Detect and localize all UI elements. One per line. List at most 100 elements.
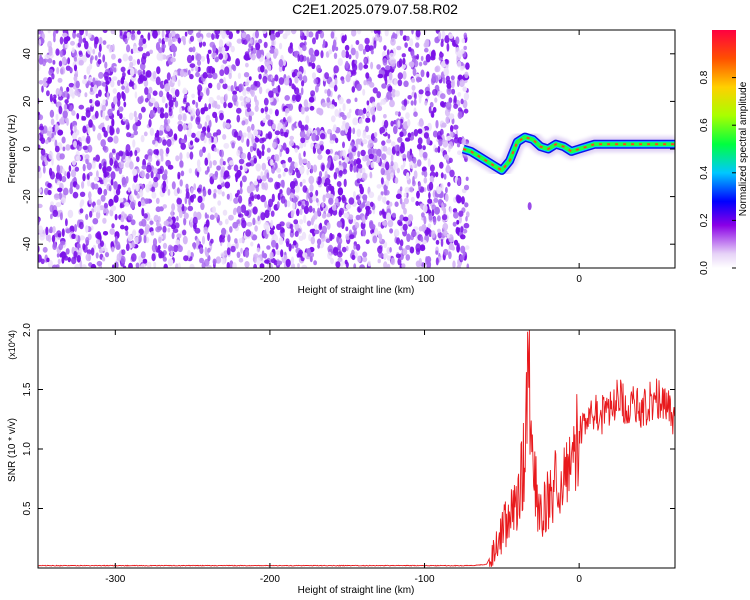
noise-speckle — [182, 229, 187, 236]
noise-speckle — [70, 40, 75, 46]
noise-speckle — [238, 195, 243, 204]
noise-speckle — [286, 200, 291, 208]
noise-speckle — [246, 221, 253, 227]
carrier-track — [460, 129, 675, 211]
noise-speckle — [150, 171, 154, 179]
noise-speckle — [258, 86, 263, 95]
noise-speckle — [148, 119, 152, 128]
noise-speckle — [372, 87, 378, 94]
noise-speckle — [120, 211, 126, 220]
noise-speckle — [141, 164, 147, 170]
noise-speckle — [320, 133, 326, 140]
noise-speckle — [414, 92, 417, 100]
noise-speckle — [85, 225, 89, 233]
noise-speckle — [89, 76, 93, 82]
noise-speckle — [343, 212, 349, 219]
noise-speckle — [65, 218, 68, 227]
noise-speckle — [333, 52, 338, 59]
noise-speckle — [153, 176, 159, 183]
noise-speckle — [458, 215, 462, 224]
noise-speckle — [319, 30, 325, 39]
noise-speckle — [358, 43, 364, 52]
noise-speckle — [356, 172, 362, 180]
noise-speckle — [49, 109, 55, 118]
noise-speckle — [112, 76, 118, 81]
noise-speckle — [349, 108, 352, 114]
noise-speckle — [291, 193, 295, 199]
noise-speckle — [127, 213, 133, 221]
noise-speckle — [337, 58, 343, 66]
noise-speckle — [312, 37, 316, 45]
noise-speckle — [139, 188, 144, 198]
noise-speckle — [325, 192, 331, 199]
noise-speckle — [93, 84, 98, 93]
noise-speckle — [338, 96, 344, 105]
noise-speckle — [315, 31, 319, 40]
noise-speckle — [423, 177, 428, 184]
noise-speckle — [138, 112, 143, 121]
noise-speckle — [207, 49, 212, 54]
x-tick-label: -100 — [415, 574, 435, 585]
noise-speckle — [153, 261, 157, 268]
noise-speckle — [136, 156, 140, 163]
noise-speckle — [222, 209, 228, 216]
noise-speckle — [163, 263, 168, 268]
noise-speckle — [111, 264, 115, 268]
noise-speckle — [362, 251, 368, 258]
noise-speckle — [121, 249, 126, 256]
noise-speckle — [437, 228, 441, 233]
noise-speckle — [137, 69, 143, 76]
noise-speckle — [111, 148, 116, 154]
noise-speckle — [208, 119, 212, 128]
noise-speckle — [154, 101, 159, 108]
noise-speckle — [175, 155, 180, 162]
noise-speckle — [204, 103, 207, 111]
noise-speckle — [389, 247, 392, 253]
noise-speckle — [325, 238, 331, 243]
noise-speckle — [282, 163, 286, 169]
noise-speckle — [228, 192, 233, 202]
noise-speckle — [285, 238, 290, 245]
noise-speckle — [214, 170, 219, 178]
noise-speckle — [455, 194, 460, 202]
noise-speckle — [138, 228, 144, 236]
noise-speckle — [434, 147, 439, 153]
noise-speckle — [134, 116, 139, 123]
noise-speckle — [233, 164, 239, 172]
noise-speckle — [176, 233, 182, 239]
noise-speckle — [187, 69, 191, 76]
noise-speckle — [418, 89, 424, 95]
noise-speckle — [196, 187, 202, 193]
noise-speckle — [221, 191, 225, 197]
noise-speckle — [389, 99, 395, 108]
noise-speckle — [85, 236, 90, 245]
noise-speckle — [161, 96, 166, 104]
noise-speckle — [116, 127, 120, 135]
noise-speckle — [57, 77, 63, 83]
noise-speckle — [314, 143, 321, 150]
noise-speckle — [224, 181, 231, 189]
noise-speckle — [315, 85, 319, 93]
noise-speckle — [299, 208, 303, 215]
noise-speckle — [45, 234, 50, 241]
noise-speckle — [394, 177, 399, 184]
noise-speckle — [336, 237, 343, 245]
noise-speckle — [294, 162, 298, 168]
noise-speckle — [365, 72, 370, 79]
noise-speckle — [189, 35, 195, 42]
noise-speckle — [261, 162, 267, 171]
noise-speckle — [223, 142, 230, 149]
noise-speckle — [48, 49, 53, 56]
noise-speckle — [73, 75, 78, 82]
noise-speckle — [399, 197, 403, 205]
noise-speckle — [180, 142, 186, 150]
noise-speckle — [98, 37, 103, 45]
noise-speckle — [217, 188, 223, 195]
noise-speckle — [327, 244, 334, 253]
noise-speckle — [424, 229, 429, 236]
noise-speckle — [84, 92, 88, 98]
noise-speckle — [131, 241, 136, 248]
noise-speckle — [68, 165, 72, 172]
noise-speckle — [56, 253, 60, 258]
noise-speckle — [171, 74, 176, 84]
